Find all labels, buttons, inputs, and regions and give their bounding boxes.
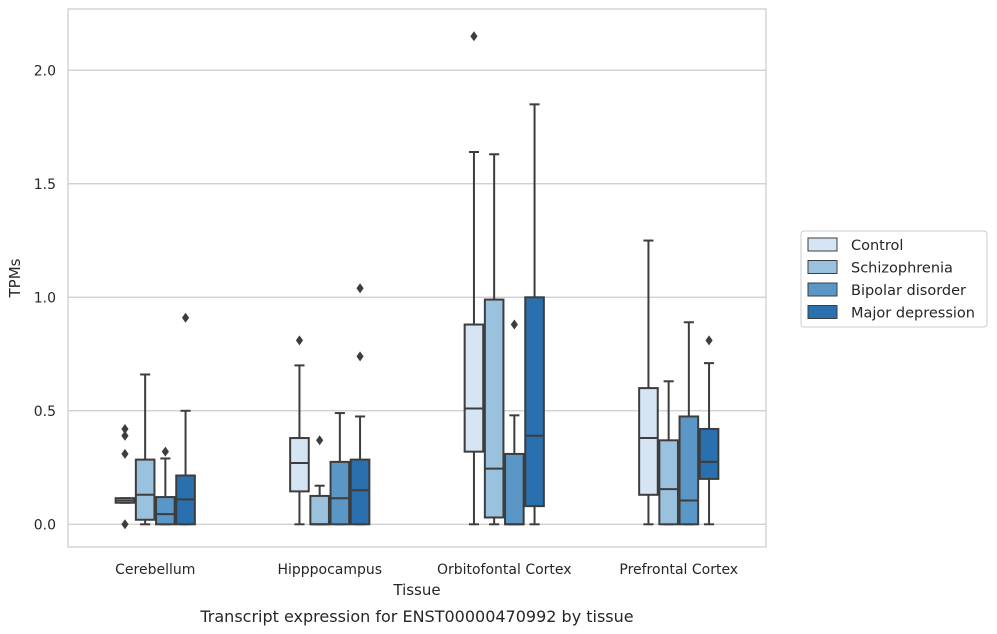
chart-caption: Transcript expression for ENST0000047099… (199, 607, 633, 626)
outlier-point (356, 283, 364, 294)
box-iqr (658, 439, 679, 526)
box-iqr (483, 298, 505, 519)
outlier-point (316, 435, 324, 446)
y-tick-label: 1.5 (34, 177, 56, 193)
box-schizophrenia (483, 153, 505, 526)
plot-frame (67, 8, 767, 548)
box-control (114, 423, 136, 530)
legend-swatch (807, 237, 838, 252)
x-tick-label: Hipppocampus (277, 562, 382, 578)
box-schizophrenia (658, 380, 679, 526)
legend-label: Control (851, 238, 903, 254)
outlier-point (181, 312, 190, 323)
y-tick-label: 1.0 (34, 290, 56, 306)
legend-frame (800, 230, 988, 328)
box-schizophrenia (309, 435, 330, 526)
x-tick-label: Prefrontal Cortex (619, 562, 738, 578)
y-tick-label: 2.0 (34, 63, 56, 79)
box-iqr (524, 296, 545, 508)
legend-label: Major depression (851, 306, 975, 322)
box-iqr (134, 458, 156, 521)
box-control (638, 239, 659, 526)
box-major-depression (349, 283, 371, 526)
box-iqr (638, 387, 659, 496)
x-axis-title: Tissue (392, 581, 440, 599)
y-axis-ticks: 0.0 0.5 1.0 1.5 2.0 (34, 63, 56, 533)
box-plot-series (114, 31, 720, 530)
box-major-depression (698, 335, 720, 526)
y-tick-label: 0.5 (34, 404, 56, 420)
box-iqr (309, 494, 330, 526)
outlier-point (510, 319, 518, 330)
legend-label: Schizophrenia (851, 261, 953, 277)
x-tick-label: Cerebellum (115, 562, 195, 578)
outlier-point (705, 335, 713, 346)
x-axis-ticks: Cerebellum Hipppocampus Orbitofontal Corte… (115, 562, 738, 578)
outlier-point (295, 335, 304, 346)
box-iqr (349, 458, 371, 526)
box-iqr (463, 323, 485, 453)
x-tick-label: Orbitofontal Cortex (437, 562, 572, 578)
legend-label: Bipolar disorder (851, 283, 966, 299)
y-axis-title: TPMs (6, 258, 24, 298)
legend-swatch (807, 282, 838, 297)
box-major-depression (175, 312, 196, 526)
box-control (463, 31, 485, 526)
box-iqr (329, 460, 351, 526)
y-tick-label: 0.0 (34, 517, 56, 533)
box-iqr (678, 415, 700, 526)
box-schizophrenia (134, 373, 156, 526)
outlier-point (356, 351, 364, 362)
legend-swatch (807, 305, 838, 319)
box-iqr (504, 452, 525, 526)
box-bipolar-disorder (678, 321, 700, 526)
box-major-depression (524, 103, 545, 526)
outlier-point (121, 423, 129, 434)
outlier-point (121, 519, 129, 530)
box-iqr (289, 437, 310, 493)
outlier-point (121, 448, 129, 459)
outlier-point (161, 446, 169, 457)
legend: Control Schizophrenia Bipolar disorder Majo… (800, 230, 988, 328)
outlier-point (470, 31, 478, 42)
box-control (289, 335, 310, 526)
box-iqr (698, 427, 720, 480)
box-iqr (155, 496, 176, 526)
box-bipolar-disorder (155, 446, 176, 526)
legend-swatch (807, 260, 838, 274)
box-bipolar-disorder (504, 319, 525, 526)
outlier-point (121, 430, 129, 441)
box-bipolar-disorder (329, 412, 351, 526)
